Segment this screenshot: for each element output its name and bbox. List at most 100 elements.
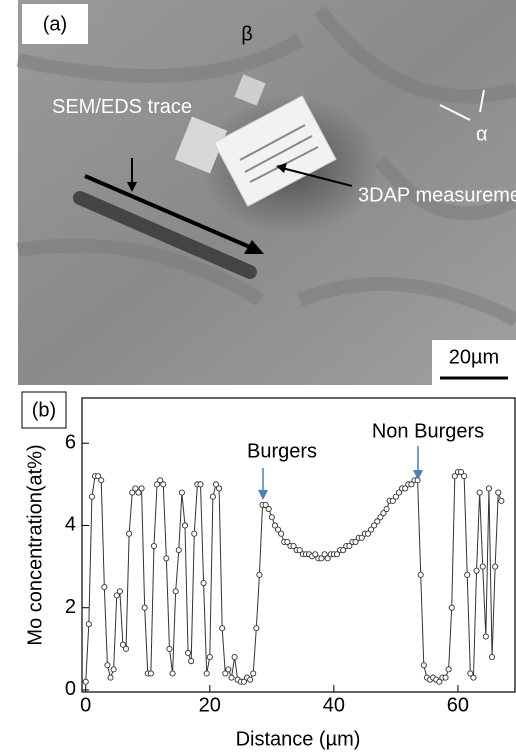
data-point (417, 571, 424, 578)
data-point (138, 485, 145, 492)
data-point (203, 670, 210, 677)
data-point (488, 653, 496, 661)
data-point (216, 485, 223, 492)
data-point (135, 489, 142, 496)
data-point (126, 530, 133, 537)
data-point (448, 604, 455, 611)
data-point (163, 555, 170, 562)
data-point (290, 542, 297, 550)
data-point (129, 489, 136, 496)
trace-arrow-head (244, 240, 264, 254)
data-point (166, 645, 173, 652)
data-point (104, 662, 111, 669)
data-point (389, 497, 396, 504)
data-point (98, 477, 105, 484)
data-point (95, 473, 102, 480)
phase-label: β (241, 23, 253, 45)
panel-label: (a) (43, 13, 67, 35)
measurement-label: 3DAP measurement (358, 184, 516, 206)
data-point (495, 489, 502, 496)
data-point (197, 481, 204, 488)
trace-label-text: SEM/EDS trace (52, 96, 192, 118)
data-point (206, 653, 213, 661)
x-tick-label: 60 (447, 694, 469, 716)
data-point (333, 551, 341, 558)
data-point (414, 477, 421, 484)
x-tick-label: 20 (199, 694, 221, 716)
panel-label: (b) (32, 399, 56, 421)
data-point (231, 653, 238, 661)
label-box (22, 4, 88, 44)
data-point (470, 674, 477, 681)
data-point (318, 555, 325, 562)
data-point (383, 505, 390, 513)
data-point (284, 538, 291, 545)
pointer (479, 89, 485, 113)
data-point (321, 551, 328, 558)
data-point (358, 534, 365, 541)
data-point (157, 477, 164, 484)
data-point (395, 489, 403, 496)
y-axis-label: Mo concentration(at%) (24, 444, 46, 645)
data-point (482, 633, 489, 640)
data-point (476, 489, 483, 496)
data-point (188, 658, 195, 665)
annotation: Burgers (247, 440, 317, 462)
data-point (392, 493, 399, 500)
data-point (110, 666, 117, 673)
data-point (132, 485, 139, 492)
3dap-block (213, 95, 337, 207)
data-point (191, 530, 198, 537)
eds-trace-mark (73, 191, 257, 279)
data-point (228, 674, 235, 681)
pointer (439, 104, 471, 121)
data-point (122, 645, 130, 652)
data-point (461, 473, 468, 480)
data-point (101, 584, 108, 591)
data-point (368, 526, 375, 533)
data-point (107, 674, 114, 681)
data-point (364, 530, 372, 537)
sem-image: (a) β SEM/EDS trace 3DAP measurement α 2… (16, 0, 516, 385)
data-point (371, 522, 378, 529)
data-point (141, 604, 148, 611)
data-point (222, 670, 229, 677)
data-point (467, 670, 474, 677)
y-tick-label: 6 (65, 432, 76, 454)
annotation-arrow-head (413, 470, 423, 480)
data-point (200, 579, 207, 587)
y-tick-label: 2 (65, 596, 76, 618)
y-tick-label: 0 (65, 678, 76, 700)
data-point (377, 514, 384, 521)
pad (174, 116, 228, 174)
data-point (498, 497, 505, 504)
data-point (256, 571, 263, 578)
data-point (296, 547, 303, 554)
data-point (150, 542, 158, 550)
data-point (265, 505, 272, 513)
data-point (312, 551, 319, 558)
data-point (116, 588, 123, 595)
data-point (420, 662, 427, 669)
pointer-head (276, 163, 287, 173)
data-point (278, 530, 285, 537)
data-point (85, 621, 92, 628)
x-axis-label: Distance (µm) (236, 728, 361, 750)
pad (234, 74, 266, 106)
data-point (172, 588, 179, 595)
data-point (240, 678, 247, 685)
data-point (154, 481, 161, 488)
phase-label: α (476, 123, 488, 145)
data-point (268, 514, 275, 521)
data-point (247, 676, 254, 683)
data-point (181, 522, 189, 529)
x-tick-label: 0 (80, 694, 91, 716)
data-point (445, 666, 452, 673)
data-point (178, 489, 185, 496)
data-point (457, 468, 465, 476)
data-point (473, 567, 480, 574)
data-point (169, 670, 176, 677)
data-line (85, 471, 502, 683)
annotation-arrow-head (258, 490, 268, 500)
